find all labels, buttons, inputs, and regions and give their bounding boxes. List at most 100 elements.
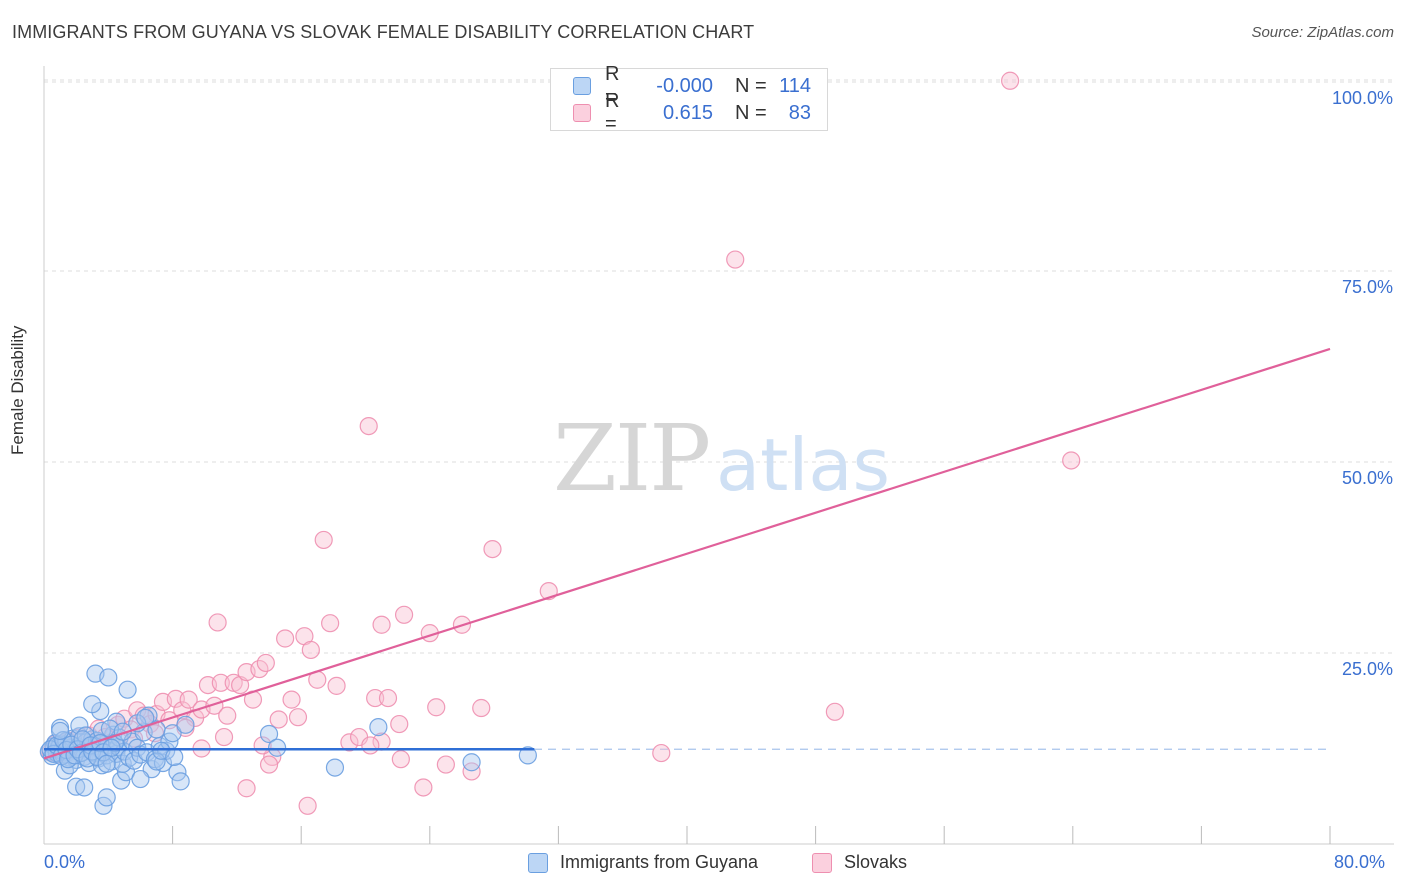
n-label: N =: [735, 74, 767, 97]
tick-labels: 25.0% 50.0% 75.0% 100.0%: [1332, 88, 1393, 679]
data-point-guyana: [518, 746, 537, 765]
data-point-slovaks: [1062, 451, 1081, 470]
data-point-slovaks: [214, 727, 234, 747]
watermark: ZIP atlas: [553, 405, 890, 512]
data-point-slovaks: [298, 796, 317, 815]
chart-title: IMMIGRANTS FROM GUYANA VS SLOVAK FEMALE …: [12, 22, 755, 42]
data-point-slovaks: [361, 736, 380, 755]
data-point-slovaks: [179, 690, 198, 709]
legend-item-guyana[interactable]: Immigrants from Guyana: [528, 852, 758, 873]
data-point-slovaks: [205, 696, 224, 715]
data-point-guyana: [267, 738, 287, 757]
data-point-guyana: [165, 747, 184, 767]
data-point-slovaks: [427, 698, 446, 717]
data-point-slovaks: [208, 613, 227, 632]
legend-row-slovaks: R = 0.615 N = 83: [573, 90, 811, 135]
data-point-slovaks: [321, 614, 340, 633]
data-point-slovaks: [1001, 71, 1020, 90]
legend-label: Immigrants from Guyana: [560, 852, 759, 872]
data-point-slovaks: [825, 702, 844, 721]
data-point-guyana: [118, 680, 137, 699]
y-tick-label: 25.0%: [1342, 659, 1393, 679]
n-label: N =: [735, 101, 767, 124]
source-label: Source: ZipAtlas.com: [1251, 24, 1394, 41]
data-point-slovaks: [327, 676, 346, 695]
data-point-slovaks: [301, 640, 320, 660]
data-point-slovaks: [436, 755, 455, 774]
data-point-slovaks: [166, 689, 185, 708]
data-point-slovaks: [414, 778, 433, 797]
data-point-guyana: [97, 788, 116, 807]
data-point-slovaks: [394, 605, 414, 624]
legend-label: Slovaks: [844, 852, 908, 872]
data-point-slovaks: [269, 710, 288, 729]
data-point-slovaks: [237, 779, 256, 798]
r-value: 0.615: [662, 101, 713, 124]
data-point-guyana: [259, 724, 279, 744]
data-point-slovaks: [211, 673, 230, 692]
y-tick-label: 75.0%: [1342, 277, 1393, 297]
legend-row-guyana: R = -0.000 N = 114: [573, 63, 811, 108]
series-immigrants-from-guyana: [39, 664, 537, 815]
data-point-guyana: [462, 753, 481, 772]
data-point-guyana: [147, 752, 166, 771]
x-axis-max-label: 80.0%: [1334, 852, 1386, 872]
legend-swatch-pink: [573, 104, 591, 122]
data-point-guyana: [325, 758, 345, 777]
data-point-slovaks: [340, 733, 359, 752]
r-label: R =: [605, 90, 620, 135]
data-point-guyana: [97, 754, 116, 773]
data-point-slovaks: [472, 698, 491, 718]
r-value: -0.000: [656, 74, 713, 97]
data-point-slovaks: [390, 714, 409, 734]
data-point-slovaks: [276, 629, 295, 648]
data-point-guyana: [171, 772, 190, 791]
data-point-guyana: [176, 715, 195, 734]
data-point-guyana: [70, 716, 89, 735]
data-point-slovaks: [256, 653, 275, 673]
data-point-guyana: [102, 738, 121, 757]
data-point-slovaks: [726, 250, 745, 269]
watermark-atlas: atlas: [716, 423, 890, 507]
data-point-guyana: [83, 695, 102, 714]
data-point-slovaks: [314, 530, 333, 550]
data-point-slovaks: [359, 416, 378, 436]
data-point-guyana: [50, 721, 70, 741]
data-point-slovaks: [372, 615, 391, 634]
legend-item-slovaks[interactable]: Slovaks: [812, 852, 907, 873]
data-point-slovaks: [366, 688, 385, 708]
data-point-slovaks: [391, 750, 410, 769]
data-point-slovaks: [462, 762, 481, 781]
data-point-guyana: [99, 668, 118, 687]
data-point-slovaks: [218, 706, 237, 725]
n-value: 83: [788, 101, 811, 124]
data-point-guyana: [369, 718, 388, 737]
data-point-guyana: [131, 769, 150, 789]
watermark-zip: ZIP: [553, 405, 709, 512]
trend-lines: [43, 347, 1331, 760]
data-point-guyana: [55, 761, 74, 780]
axes: [43, 66, 1394, 845]
gridlines: [44, 79, 1394, 750]
series-legend: Immigrants from Guyana Slovaks: [0, 852, 1406, 878]
x-axis-min-label: 0.0%: [44, 852, 86, 872]
y-tick-label: 50.0%: [1342, 468, 1393, 488]
data-point-guyana: [163, 724, 182, 743]
data-point-slovaks: [282, 690, 301, 709]
legend-swatch-blue: [573, 77, 591, 95]
legend-swatch-pink: [812, 852, 832, 873]
y-axis-label: Female Disability: [8, 325, 27, 455]
data-point-slovaks: [288, 708, 308, 727]
data-point-slovaks: [652, 743, 671, 763]
data-point-slovaks: [259, 755, 279, 774]
n-value: 114: [779, 74, 811, 97]
correlation-legend: R = -0.000 N = 114 R = 0.615 N = 83: [550, 63, 828, 135]
legend-swatch-blue: [528, 852, 548, 873]
y-tick-label: 100.0%: [1332, 88, 1393, 108]
r-label: R =: [605, 63, 620, 108]
trend-line-slovaks: [43, 347, 1331, 760]
data-point-guyana: [75, 778, 94, 797]
data-point-slovaks: [483, 539, 502, 559]
data-point-slovaks: [378, 688, 398, 708]
